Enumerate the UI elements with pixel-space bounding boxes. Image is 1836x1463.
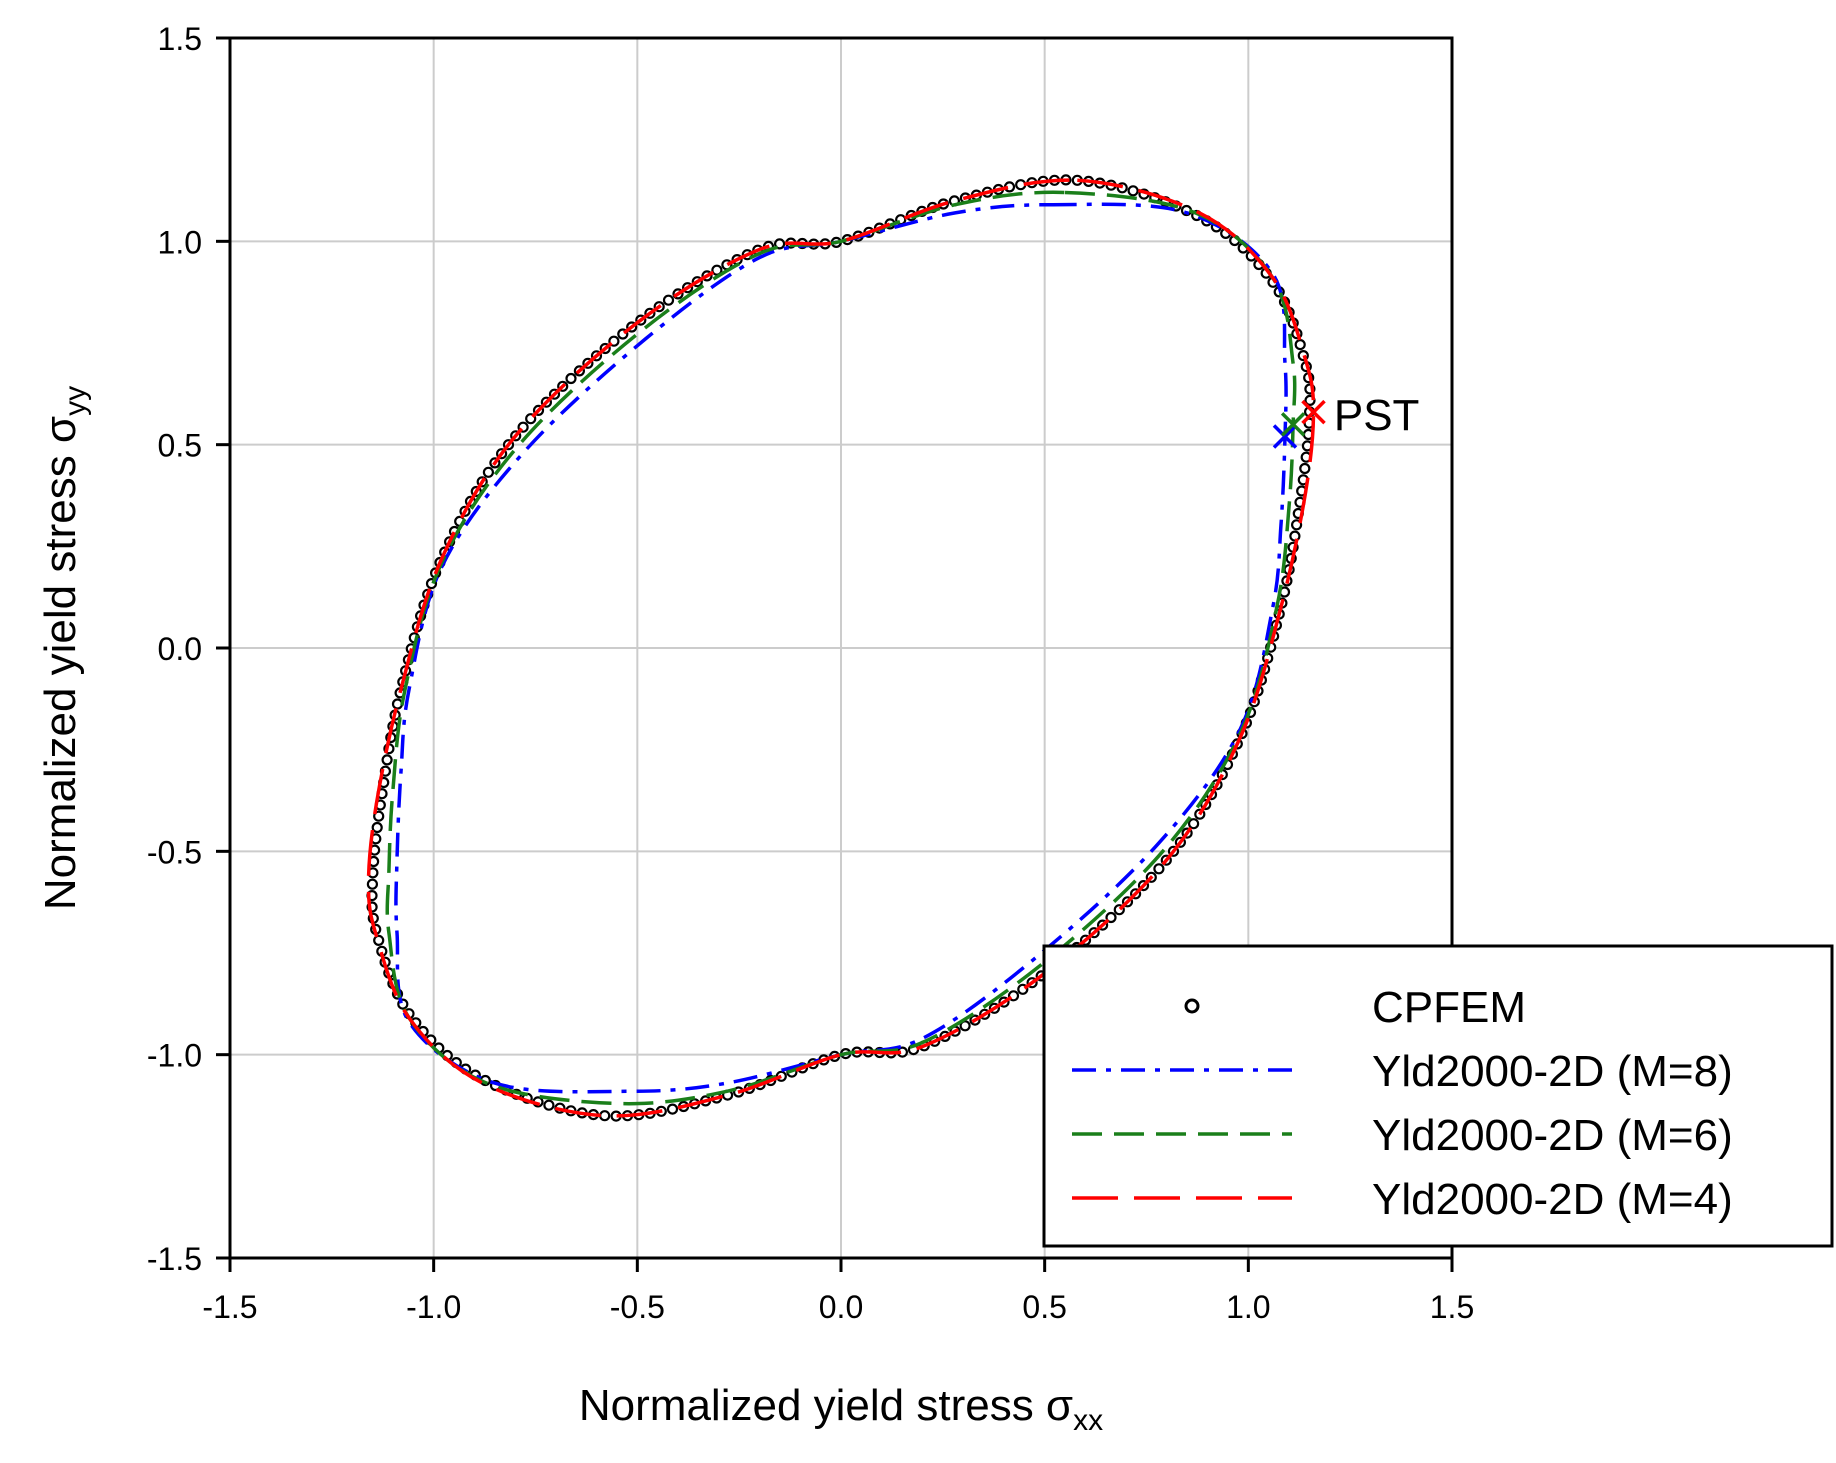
y-tick-label: -1.0 bbox=[147, 1038, 202, 1074]
x-tick-label: -1.0 bbox=[406, 1289, 461, 1325]
y-axis-title: Normalized yield stress σyy bbox=[36, 386, 92, 910]
y-tick-label: 0.0 bbox=[158, 631, 202, 667]
cpfem-point bbox=[662, 294, 675, 306]
cpfem-point bbox=[666, 1103, 679, 1115]
cpfem-point bbox=[1153, 863, 1165, 875]
y-tick-label: 1.0 bbox=[158, 224, 202, 260]
y-tick-label: 1.5 bbox=[158, 21, 202, 57]
series-layer bbox=[366, 174, 1316, 1122]
cpfem-point bbox=[959, 1020, 971, 1032]
pst-marker-stroke bbox=[1280, 412, 1306, 437]
y-tick-label: -1.5 bbox=[147, 1241, 202, 1277]
pst-marker bbox=[1280, 412, 1306, 437]
legend: CPFEM Yld2000-2D (M=8) Yld2000-2D (M=6) … bbox=[1042, 944, 1834, 1248]
cpfem-point bbox=[373, 934, 385, 947]
y-tick-label: -0.5 bbox=[147, 834, 202, 870]
cpfem-point bbox=[1299, 462, 1311, 475]
cpfem-point bbox=[371, 821, 383, 834]
y-axis-title-main: Normalized yield stress σ bbox=[36, 416, 85, 910]
pst-marker bbox=[1272, 424, 1298, 449]
cpfem-point bbox=[482, 466, 494, 478]
cpfem-point bbox=[1187, 818, 1200, 830]
series-m6 bbox=[385, 190, 1297, 1106]
y-tick-label: 0.5 bbox=[158, 428, 202, 464]
x-axis-title: Normalized yield stress σxx bbox=[579, 1381, 1103, 1437]
series-m8 bbox=[394, 202, 1288, 1094]
pst-marker-layer bbox=[1272, 399, 1326, 449]
cpfem-point bbox=[565, 372, 577, 385]
legend-label-m8: Yld2000-2D (M=8) bbox=[1372, 1047, 1733, 1096]
y-axis-title-sub: yy bbox=[59, 386, 92, 416]
x-tick-label: -1.5 bbox=[202, 1289, 257, 1325]
pst-marker-stroke bbox=[1301, 399, 1326, 425]
pst-marker-stroke bbox=[1272, 424, 1298, 449]
cpfem-point bbox=[381, 754, 393, 766]
x-tick-label: 1.0 bbox=[1226, 1289, 1270, 1325]
tick-layer: -1.5 -1.0 -0.5 0.0 0.5 1.0 1.5 -1.5 -1.0 -0.5 0.0 0… bbox=[147, 21, 1474, 1325]
cpfem-point bbox=[711, 264, 723, 276]
cpfem-point bbox=[543, 1099, 555, 1111]
legend-marker-cpfem bbox=[1184, 998, 1200, 1014]
x-tick-label: -0.5 bbox=[610, 1289, 665, 1325]
pst-annotation: PST bbox=[1334, 391, 1420, 440]
cpfem-point bbox=[1127, 185, 1139, 197]
x-tick-label: 0.0 bbox=[819, 1289, 863, 1325]
cpfem-point bbox=[1105, 911, 1117, 924]
x-axis-title-main: Normalized yield stress σ bbox=[579, 1381, 1073, 1430]
cpfem-point bbox=[599, 1110, 611, 1122]
legend-box bbox=[1042, 944, 1834, 1248]
cpfem-point bbox=[366, 878, 378, 890]
x-axis-title-sub: xx bbox=[1073, 1404, 1103, 1437]
x-tick-label: 0.5 bbox=[1022, 1289, 1066, 1325]
x-tick-label: 1.5 bbox=[1430, 1289, 1474, 1325]
pst-marker bbox=[1301, 399, 1326, 425]
cpfem-point bbox=[1294, 339, 1306, 351]
cpfem-point bbox=[1015, 179, 1027, 191]
legend-label-m4: Yld2000-2D (M=4) bbox=[1372, 1175, 1733, 1224]
legend-label-m6: Yld2000-2D (M=6) bbox=[1372, 1111, 1733, 1160]
legend-label-cpfem: CPFEM bbox=[1372, 983, 1526, 1032]
